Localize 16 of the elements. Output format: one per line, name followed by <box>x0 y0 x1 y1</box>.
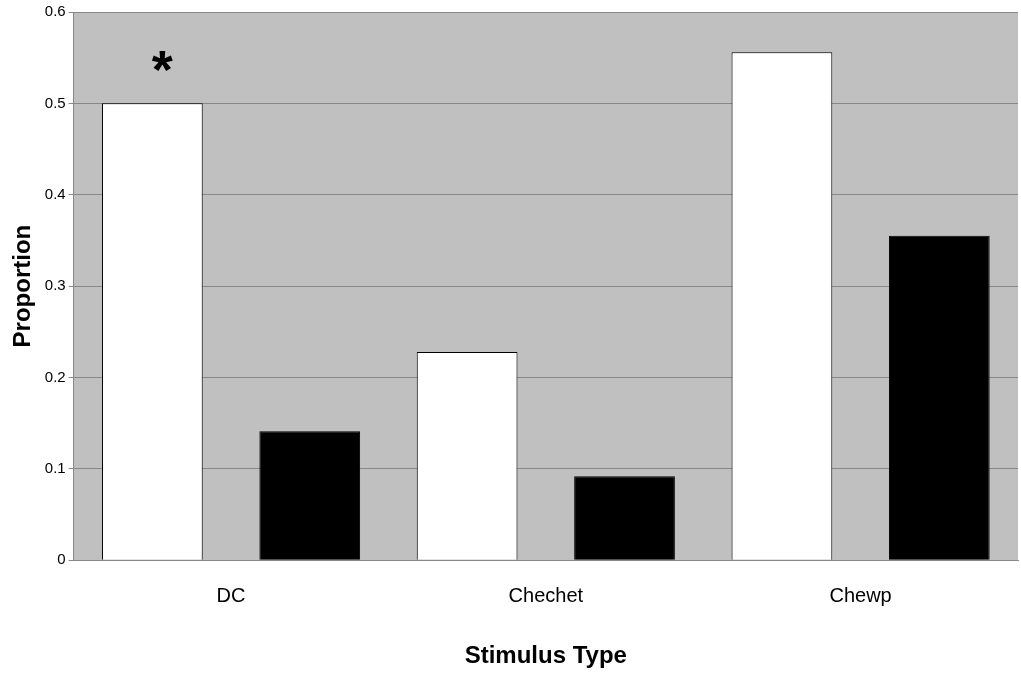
bar <box>888 235 990 560</box>
y-tick-label: 0.3 <box>44 276 66 294</box>
y-tick-label: 0.1 <box>44 458 66 476</box>
x-tick-label: Chechet <box>508 583 584 606</box>
y-axis-title: Proportion <box>8 224 36 348</box>
x-tick-label: Chewp <box>829 583 892 606</box>
y-tick-label: 0.2 <box>44 367 66 385</box>
y-tick-label: 0.4 <box>44 184 66 202</box>
y-tick-label: 0.5 <box>44 93 66 111</box>
y-tick-label: 0.6 <box>44 2 66 20</box>
y-tick-label: 0 <box>57 550 66 568</box>
bar <box>574 476 675 560</box>
bar <box>259 431 361 560</box>
annotation: * <box>151 39 173 100</box>
x-axis-title: Stimulus Type <box>464 641 627 669</box>
x-tick-label: DC <box>216 583 246 606</box>
